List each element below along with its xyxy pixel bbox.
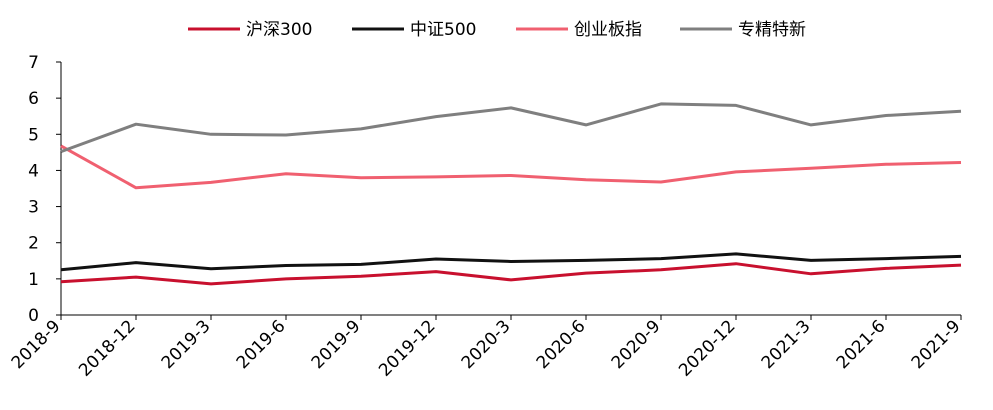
x-tick-label: 2020-3: [458, 316, 515, 373]
series-line: [60, 262, 962, 286]
legend-label: 沪深300: [246, 20, 312, 40]
y-tick-label: 6: [28, 89, 39, 109]
y-tick-label: 0: [28, 306, 39, 326]
y-tick-label: 1: [28, 270, 39, 290]
x-tick-label: 2020-12: [675, 316, 739, 380]
x-tick-label: 2021-9: [908, 316, 965, 373]
series-group: [60, 102, 962, 286]
x-axis: 2018-9 2018-12 2019-3 2019-6 2019-9 2019-12 20…: [8, 314, 965, 381]
x-tick-label: 2021-3: [758, 316, 815, 373]
legend-label: 创业板指: [574, 20, 642, 40]
x-tick-label: 2019-3: [158, 316, 215, 373]
y-tick-label: 5: [28, 125, 39, 145]
y-tick-label: 2: [28, 234, 39, 254]
y-tick-label: 3: [28, 198, 39, 218]
x-tick-label: 2019-12: [375, 316, 439, 380]
legend-label: 专精特新: [738, 20, 806, 40]
legend-label: 中证500: [410, 20, 476, 40]
legend: 沪深300 中证500 创业板指 专精特新: [188, 20, 806, 40]
y-axis: 0 1 2 3 4 5 6 7: [28, 53, 62, 326]
x-tick-label: 2019-9: [308, 316, 365, 373]
y-tick-label: 7: [28, 53, 39, 73]
x-tick-label: 2019-6: [233, 316, 290, 373]
series-line: [60, 144, 962, 190]
x-tick-label: 2020-6: [533, 316, 590, 373]
y-tick-label: 4: [28, 161, 39, 181]
series-line: [60, 102, 962, 154]
x-tick-label: 2021-6: [833, 316, 890, 373]
x-tick-label: 2018-12: [75, 316, 139, 380]
x-tick-label: 2020-9: [608, 316, 665, 373]
series-line: [60, 252, 962, 272]
